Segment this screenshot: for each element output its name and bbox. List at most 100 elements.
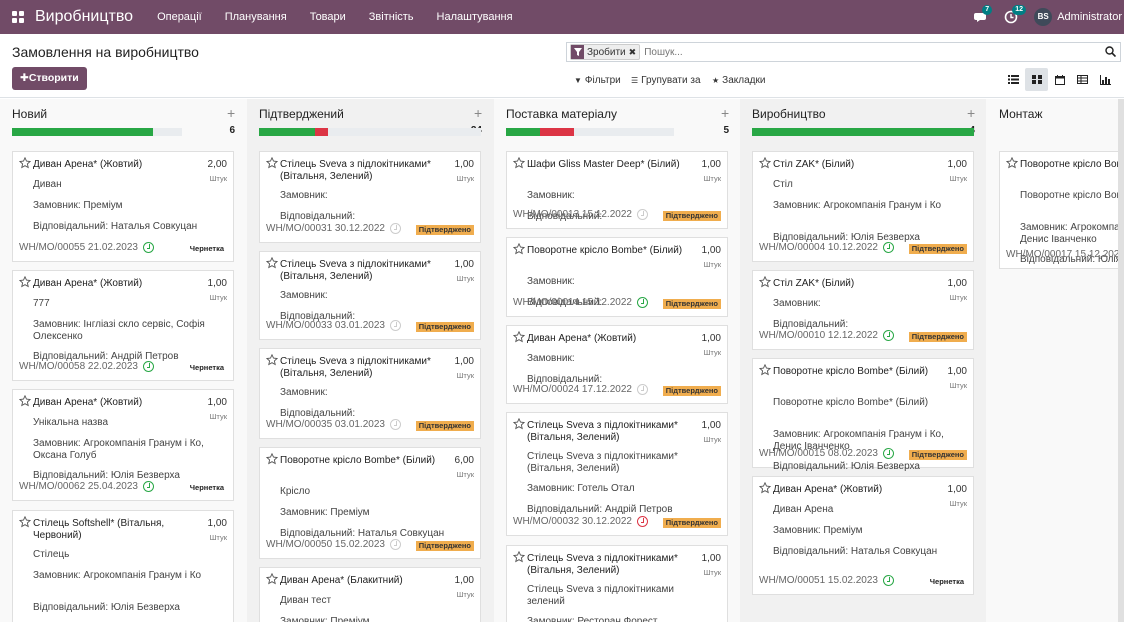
favorite-star-icon[interactable] [19,157,31,169]
favorite-star-icon[interactable] [513,157,525,169]
messages-icon[interactable]: 7 [974,5,993,25]
add-card-icon[interactable]: + [227,105,236,121]
menu-configuration[interactable]: Налаштування [436,11,513,23]
progress-green-segment[interactable] [752,128,974,136]
favorite-star-icon[interactable] [759,276,771,288]
kanban-card[interactable]: Поворотне крісло Bombe* (Білий) Поворотне… [999,151,1124,269]
progress-red-segment[interactable] [315,128,328,136]
column-title[interactable]: Підтверджений [259,107,344,121]
kanban-card[interactable]: Стілець Sveva з підлокітниками* (Вітальн… [259,151,481,243]
kanban-view-button[interactable] [1025,68,1048,91]
kanban-card[interactable]: Стілець Sveva з підлокітниками* (Вітальн… [506,412,728,536]
search-input[interactable] [644,46,1085,58]
progress-red-segment[interactable] [540,128,574,136]
activity-status-icon[interactable] [883,448,894,459]
column-progress-bar[interactable] [259,128,481,136]
group-by-dropdown[interactable]: ☰ Групувати за [631,73,701,87]
activity-status-icon[interactable] [143,361,154,372]
favorite-star-icon[interactable] [266,354,278,366]
kanban-card[interactable]: Диван Арена* (Жовтий) 2,00 Штук Диван Замовн… [12,151,234,262]
favorite-star-icon[interactable] [513,243,525,255]
add-card-icon[interactable]: + [721,105,730,121]
kanban-card[interactable]: Стілець Sveva з підлокітниками* (Вітальн… [259,348,481,439]
activity-status-icon[interactable] [637,209,648,220]
kanban-card[interactable]: Стіл ZAK* (Білий) 1,00 Штук Замовник: Відпов… [752,270,974,350]
column-progress-bar[interactable] [752,128,974,136]
filters-dropdown[interactable]: ▼ Фільтри [574,73,621,87]
app-title[interactable]: Виробництво [35,8,134,25]
pivot-view-button[interactable] [1071,68,1094,91]
search-facet[interactable]: Зробити ✖ [570,44,641,60]
kanban-card[interactable]: Поворотне крісло Bombe* (Білий) 1,00 Штук П… [752,358,974,472]
remove-facet-icon[interactable]: ✖ [628,46,637,57]
activity-status-icon[interactable] [883,575,894,586]
menu-products[interactable]: Товари [309,11,346,23]
kanban-card[interactable]: Стілець Sveva з підлокітниками* (Вітальн… [259,251,481,340]
kanban-card[interactable]: Диван Арена* (Блакитний) 1,00 Штук Диван те… [259,567,481,622]
activity-status-icon[interactable] [390,320,401,331]
favorite-star-icon[interactable] [266,257,278,269]
kanban-card[interactable]: Поворотне крісло Bombe* (Білий) 6,00 Штук К… [259,447,481,559]
search-icon[interactable] [1105,46,1116,57]
favorite-star-icon[interactable] [513,551,525,563]
list-view-button[interactable] [1002,68,1025,91]
card-quantity: 1,00 [947,484,967,495]
favorite-star-icon[interactable] [19,395,31,407]
progress-green-segment[interactable] [12,128,153,136]
activity-status-icon[interactable] [637,516,648,527]
progress-green-segment[interactable] [259,128,315,136]
favorite-star-icon[interactable] [266,573,278,585]
kanban-card[interactable]: Поворотне крісло Bombe* (Білий) 1,00 Штук З… [506,237,728,317]
kanban-card[interactable]: Диван Арена* (Жовтий) 1,00 Штук Диван Арена… [752,476,974,595]
favorite-star-icon[interactable] [513,418,525,430]
kanban-card[interactable]: Стілець Softshell* (Вітальня, Червоний) 1… [12,510,234,622]
card-detail-line: Замовник: Агрокомпанія Гранум і Ко [773,200,942,211]
favorite-star-icon[interactable] [759,482,771,494]
calendar-view-button[interactable] [1048,68,1071,91]
menu-operations[interactable]: Операції [157,11,202,23]
apps-menu-icon[interactable] [12,11,24,23]
user-avatar[interactable]: BS [1034,8,1053,26]
kanban-card[interactable]: Стілець Sveva з підлокітниками* (Вітальн… [506,545,728,622]
add-card-icon[interactable]: + [967,105,976,121]
activity-status-icon[interactable] [143,242,154,253]
kanban-card[interactable]: Диван Арена* (Жовтий) 1,00 Штук 777 Замовник… [12,270,234,381]
activity-status-icon[interactable] [390,539,401,550]
activity-status-icon[interactable] [637,384,648,395]
activity-status-icon[interactable] [390,419,401,430]
menu-reporting[interactable]: Звітність [368,11,414,23]
favorite-star-icon[interactable] [759,157,771,169]
column-progress-bar[interactable] [506,128,674,136]
progress-green-segment[interactable] [506,128,540,136]
horizontal-scrollbar[interactable] [1118,99,1124,622]
search-bar[interactable]: Зробити ✖ [566,42,1121,62]
kanban-card[interactable]: Шафи Gliss Master Deep* (Білий) 1,00 Штук З… [506,151,728,229]
favorite-star-icon[interactable] [759,364,771,376]
activity-status-icon[interactable] [143,481,154,492]
activity-status-icon[interactable] [637,297,648,308]
column-progress-bar[interactable] [12,128,182,136]
create-button[interactable]: ✚Створити [12,67,87,90]
column-title[interactable]: Монтаж [999,107,1043,121]
menu-planning[interactable]: Планування [224,11,287,23]
activity-status-icon[interactable] [390,223,401,234]
favorite-star-icon[interactable] [19,276,31,288]
column-title[interactable]: Виробництво [752,107,826,121]
favorite-star-icon[interactable] [1006,157,1018,169]
add-card-icon[interactable]: + [474,105,483,121]
favorite-star-icon[interactable] [19,516,31,528]
kanban-card[interactable]: Диван Арена* (Жовтий) 1,00 Штук Унікальна н… [12,389,234,501]
activities-icon[interactable]: 12 [1004,5,1026,25]
favorite-star-icon[interactable] [266,453,278,465]
column-title[interactable]: Новий [12,107,48,121]
favorites-dropdown[interactable]: ★ Закладки [712,73,765,87]
favorite-star-icon[interactable] [513,331,525,343]
kanban-card[interactable]: Диван Арена* (Жовтий) 1,00 Штук Замовник: Ві… [506,325,728,404]
user-name[interactable]: Administrator [1057,11,1122,23]
graph-view-button[interactable] [1094,68,1117,91]
favorite-star-icon[interactable] [266,157,278,169]
column-title[interactable]: Поставка матеріалу [506,107,617,121]
kanban-card[interactable]: Стіл ZAK* (Білий) 1,00 Штук Стіл Замовник: А… [752,151,974,262]
activity-status-icon[interactable] [883,242,894,253]
activity-status-icon[interactable] [883,330,894,341]
